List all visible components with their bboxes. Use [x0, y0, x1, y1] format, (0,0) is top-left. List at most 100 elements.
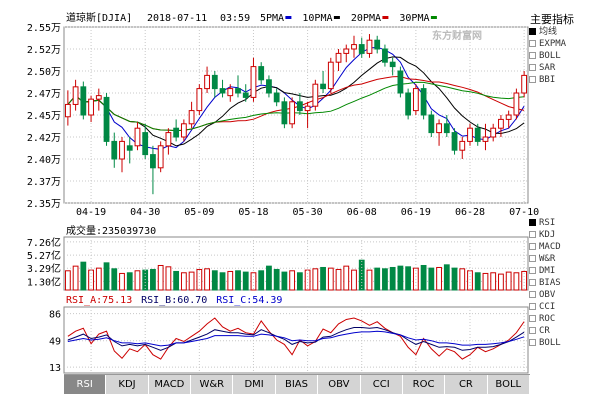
- candle-body: [366, 39, 373, 54]
- candle-body: [374, 39, 381, 50]
- sub-indicator-boll[interactable]: BOLL: [528, 338, 603, 348]
- candle-body: [474, 127, 481, 142]
- candle-body: [389, 61, 396, 68]
- checkbox-icon: [529, 39, 536, 47]
- volume-bar: [242, 271, 249, 291]
- price-tick-label: 2.45万: [27, 111, 61, 122]
- candle-body: [467, 127, 473, 142]
- volume-bar: [382, 268, 388, 291]
- sub-indicator-roc[interactable]: ROC: [528, 314, 603, 324]
- candle-body: [304, 105, 311, 112]
- tab-boll[interactable]: BOLL: [488, 375, 530, 394]
- sub-indicator-label: MACD: [539, 242, 561, 252]
- candle-body: [103, 96, 110, 142]
- candle-body: [235, 88, 241, 94]
- watermark-logo: 东方财富网: [432, 31, 482, 42]
- ma-line-10pma: [67, 56, 525, 147]
- sub-indicator-obv[interactable]: OBV: [528, 290, 603, 300]
- candle-body: [211, 74, 218, 90]
- ma-legend-30pma: 30PMA: [399, 13, 429, 24]
- ma-legend-5pma: 5PMA: [260, 13, 284, 24]
- volume-bar: [374, 267, 381, 291]
- price-tick-label: 2.42万: [27, 133, 61, 144]
- tab-bias[interactable]: BIAS: [276, 375, 319, 394]
- sub-indicator-label: DMI: [539, 266, 556, 276]
- sub-indicator-cci[interactable]: CCI: [528, 302, 603, 312]
- volume-panel: [63, 236, 529, 291]
- candle-body: [119, 140, 125, 160]
- volume-bar: [513, 272, 520, 291]
- candle-body: [111, 140, 118, 160]
- main-indicator-label: EXPMA: [539, 39, 567, 49]
- volume-bar: [521, 270, 528, 291]
- volume-bar: [312, 268, 319, 291]
- volume-bar: [327, 267, 334, 291]
- tab-wr[interactable]: W&R: [191, 375, 234, 394]
- candle-body: [335, 52, 342, 63]
- tab-dmi[interactable]: DMI: [233, 375, 276, 394]
- main-indicator-[interactable]: 均线: [528, 27, 603, 37]
- rsi-tick-label: 13: [49, 363, 61, 374]
- tab-cci[interactable]: CCI: [361, 375, 403, 394]
- sub-indicator-cr[interactable]: CR: [528, 326, 603, 336]
- volume-bar: [250, 272, 257, 291]
- candle-body: [459, 140, 466, 151]
- date-tick-label: 04-30: [130, 207, 160, 218]
- candle-body: [165, 132, 172, 147]
- main-indicator-boll[interactable]: BOLL: [528, 51, 603, 61]
- candle-body: [443, 123, 450, 134]
- candle-body: [88, 98, 94, 116]
- price-tick-label: 2.55万: [27, 23, 61, 34]
- volume-bar: [119, 272, 125, 291]
- volume-bar: [320, 266, 326, 291]
- date-tick-label: 06-19: [401, 207, 431, 218]
- sub-indicator-bias[interactable]: BIAS: [528, 278, 603, 288]
- tab-roc[interactable]: ROC: [403, 375, 446, 394]
- sub-indicator-label: W&R: [539, 254, 556, 264]
- volume-tick-label: 1.30亿: [27, 275, 61, 288]
- volume-tick-label: 3.29亿: [27, 262, 61, 275]
- volume-bar: [157, 264, 164, 291]
- volume-bar: [281, 271, 288, 291]
- volume-bar: [443, 264, 450, 291]
- main-indicator-sar[interactable]: SAR: [528, 63, 603, 73]
- tab-rsi[interactable]: RSI: [64, 375, 107, 394]
- sub-indicator-dmi[interactable]: DMI: [528, 266, 603, 276]
- candle-body: [64, 103, 71, 118]
- main-indicator-bbi[interactable]: BBI: [528, 75, 603, 85]
- volume-title: 成交量:235039730: [66, 224, 156, 237]
- candle-body: [513, 92, 520, 116]
- sub-indicator-macd[interactable]: MACD: [528, 242, 603, 252]
- rsi-tick-label: 86: [49, 310, 61, 321]
- sub-indicator-rsi[interactable]: RSI: [528, 218, 603, 228]
- sub-indicator-label: CR: [539, 326, 550, 336]
- volume-bar: [103, 262, 110, 291]
- candle-body: [351, 44, 357, 50]
- volume-bar: [343, 265, 350, 291]
- tab-kdj[interactable]: KDJ: [106, 375, 149, 394]
- main-indicator-label: BBI: [539, 75, 556, 85]
- chart-time: 03:59: [220, 13, 250, 24]
- price-tick-label: 2.37万: [27, 177, 61, 188]
- date-tick-label: 05-18: [238, 207, 268, 218]
- volume-bar: [428, 267, 435, 291]
- volume-bar: [490, 272, 497, 291]
- volume-tick-label: 5.27亿: [27, 249, 61, 262]
- tab-macd[interactable]: MACD: [149, 375, 192, 394]
- candle-body: [281, 101, 288, 125]
- candle-body: [95, 95, 102, 100]
- candle-body: [498, 118, 504, 129]
- price-tick-label: 2.50万: [27, 67, 61, 78]
- rsi-legend-rsi_b: RSI_B:60.70: [141, 295, 207, 306]
- checkbox-icon: [529, 63, 536, 71]
- main-indicator-label: SAR: [539, 63, 556, 73]
- volume-bar: [273, 268, 280, 291]
- tab-cr[interactable]: CR: [445, 375, 488, 394]
- volume-bar: [358, 259, 365, 291]
- main-indicator-expma[interactable]: EXPMA: [528, 39, 603, 49]
- sub-indicator-kdj[interactable]: KDJ: [528, 230, 603, 240]
- volume-bar: [335, 268, 342, 291]
- sub-indicator-wr[interactable]: W&R: [528, 254, 603, 264]
- tab-obv[interactable]: OBV: [318, 375, 361, 394]
- candle-body: [505, 114, 512, 120]
